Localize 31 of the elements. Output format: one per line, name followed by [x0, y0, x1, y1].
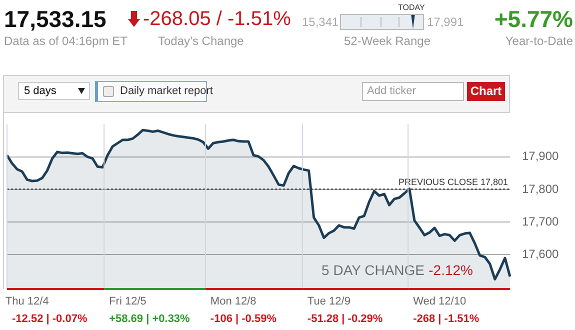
x-tick-label: Wed 12/10	[413, 296, 466, 308]
x-tick-label: Fri 12/5	[109, 296, 146, 308]
text: Today’s Change	[158, 34, 244, 48]
text: +58.69 | +0.33%	[109, 313, 190, 325]
button: Chart	[467, 82, 505, 101]
dropdown: 5 days	[18, 82, 90, 100]
y-tick-label: 17,800	[522, 182, 560, 196]
text: Daily market report	[120, 85, 213, 97]
y-tick-label: 17,900	[522, 149, 560, 164]
text: 15,341	[302, 15, 339, 29]
x-tick-label: Thu 12/4	[5, 296, 49, 308]
text: 52-Week Range	[344, 34, 430, 48]
y-tick-label: 17,700	[522, 214, 560, 228]
text: -51.28 | -0.29%	[307, 313, 383, 325]
x-tick-label: Tue 12/9	[307, 296, 350, 308]
text: TODAY	[398, 3, 425, 12]
text: +5.77%	[494, 6, 573, 33]
chart-title: 17,533.15	[4, 6, 106, 33]
text: 17,991	[427, 15, 464, 29]
text: -106 | -0.59%	[210, 313, 277, 325]
text: -12.52 | -0.07%	[12, 313, 88, 325]
text: Year-to-Date	[505, 34, 573, 48]
text-field: Add ticker	[362, 82, 464, 101]
annotation: -2.12%	[428, 262, 473, 278]
ref-line-label: PREVIOUS CLOSE 17,801	[398, 177, 508, 188]
text: -268 | -1.51%	[413, 313, 480, 325]
text: -268.05 / -1.51%	[143, 8, 291, 31]
x-tick-label: Mon 12/8	[210, 296, 256, 308]
annotation: 5 DAY CHANGE	[322, 262, 425, 278]
chart-subtitle: Data as of 04:16pm ET	[4, 34, 128, 48]
y-tick-label: 17,600	[522, 247, 560, 262]
